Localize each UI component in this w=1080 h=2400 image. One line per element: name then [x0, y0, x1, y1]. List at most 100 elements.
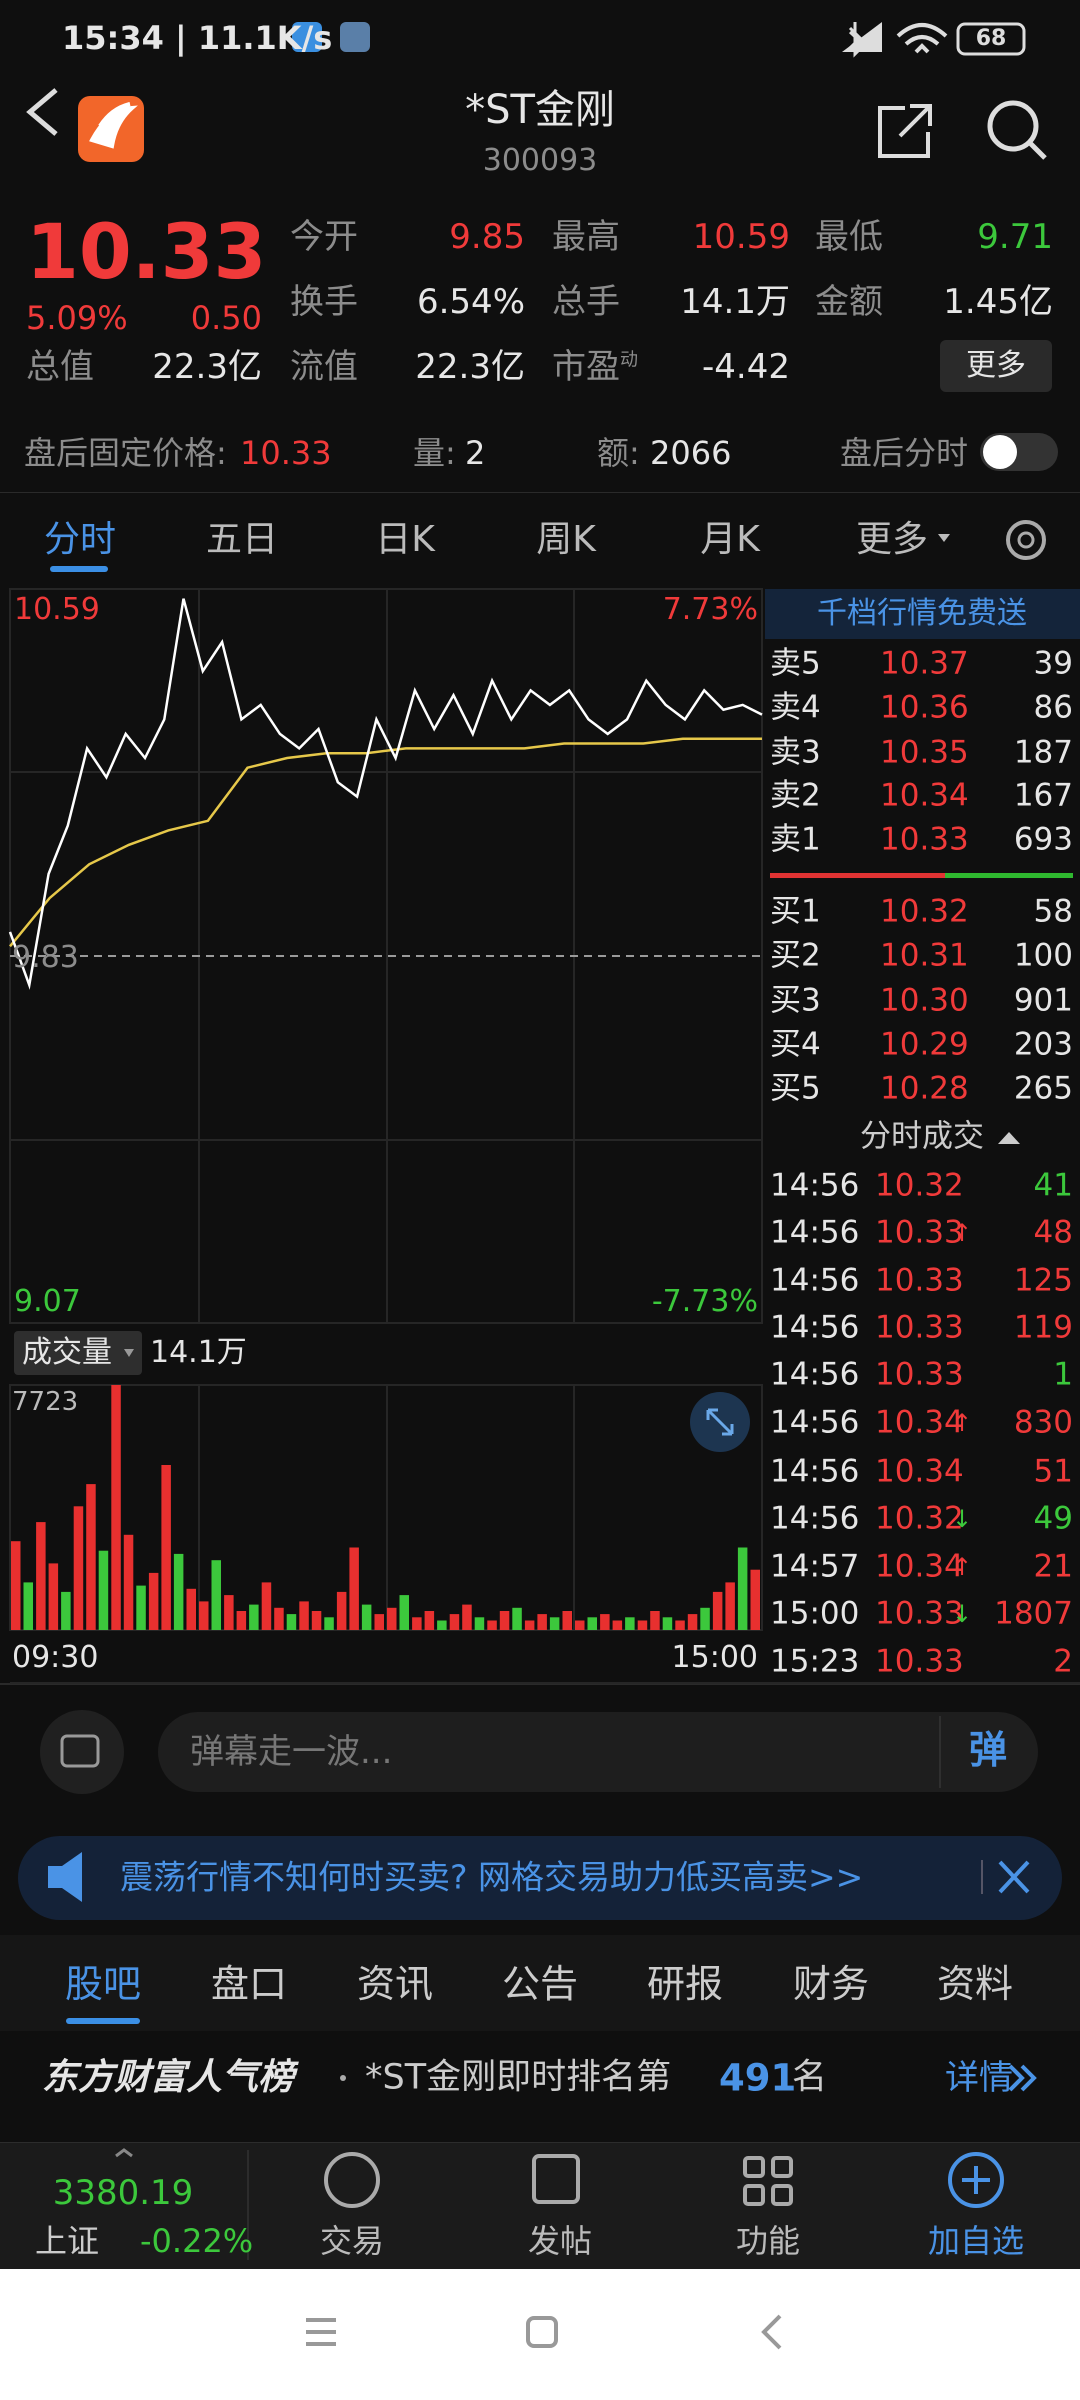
after-hours-chart[interactable]: 盘后分时 [840, 434, 969, 472]
book-label: 卖5 [770, 645, 821, 682]
banner-text[interactable]: 震荡行情不知何时买卖? 网格交易助力低买高卖>> [120, 1857, 864, 1897]
trade-vol: 48 [1033, 1214, 1073, 1251]
field-value: -4.42 [702, 347, 790, 387]
trade-time: 14:56 [770, 1214, 860, 1251]
trade-icon[interactable] [324, 2152, 380, 2208]
trade-price: 10.33 [875, 1214, 964, 1251]
book-label: 卖1 [770, 821, 821, 858]
field-value: 9.71 [977, 217, 1053, 257]
volume-bar [637, 1620, 648, 1630]
volume-bar [11, 1541, 21, 1630]
close-banner[interactable] [998, 1860, 1030, 1894]
volume-bar [261, 1582, 272, 1630]
book-vol: 901 [1013, 982, 1073, 1019]
post-icon[interactable] [532, 2154, 580, 2204]
chart-tab[interactable]: 分时 [43, 519, 117, 560]
info-tab[interactable]: 股吧 [64, 1962, 142, 2006]
volume-bar [111, 1385, 121, 1630]
wifi-icon [896, 23, 948, 54]
ranking-brand: 东方财富人气榜 [42, 2057, 295, 2098]
nav-item[interactable]: 功能 [735, 2222, 801, 2260]
axis-label-mid: 9.83 [12, 940, 79, 975]
status-icon [292, 22, 322, 52]
comment-settings-button[interactable] [40, 1710, 124, 1794]
megaphone-icon [48, 1852, 82, 1902]
back-button[interactable] [26, 88, 58, 136]
settings-button[interactable] [1006, 520, 1046, 560]
volume-bar [98, 1550, 109, 1630]
volume-bar [336, 1591, 347, 1630]
book-vol: 100 [1013, 937, 1073, 974]
book-label: 买3 [770, 982, 821, 1019]
volume-bar [474, 1617, 485, 1630]
danmaku-button[interactable]: 弹 [968, 1728, 1008, 1772]
volume-bar [537, 1614, 547, 1630]
trade-vol: 41 [1033, 1167, 1073, 1204]
logo-mark [89, 102, 138, 149]
info-tab[interactable]: 资料 [936, 1962, 1014, 2006]
separator-dot [340, 2075, 346, 2081]
book-vol: 39 [1033, 645, 1073, 682]
nav-item[interactable]: 加自选 [927, 2222, 1025, 2260]
more-button[interactable]: 更多 [966, 348, 1026, 383]
order-book-title[interactable]: 千档行情免费送 [817, 596, 1027, 631]
comment-input[interactable] [158, 1712, 1038, 1792]
system-nav-icons[interactable] [306, 2314, 782, 2350]
volume-bar [236, 1611, 247, 1630]
trade-direction: ↑ [952, 1219, 973, 1247]
promo-banner[interactable] [18, 1836, 1062, 1920]
chart-tab[interactable]: 周K [536, 519, 596, 560]
trade-price: 10.33 [875, 1356, 964, 1393]
trade-price: 10.34 [875, 1404, 964, 1441]
comment-placeholder[interactable]: 弹幕走一波... [190, 1732, 393, 1772]
function-icon[interactable] [743, 2156, 793, 2206]
volume-bar [387, 1607, 397, 1630]
info-tab[interactable]: 研报 [646, 1962, 724, 2006]
change-amount: 0.50 [190, 299, 262, 337]
info-tab[interactable]: 财务 [792, 1962, 870, 2006]
volume-bar [562, 1611, 572, 1630]
volume-bar [148, 1572, 159, 1630]
field-label-sup: 动 [620, 349, 638, 371]
field-value: 22.3亿 [152, 347, 262, 387]
nav-item[interactable]: 发帖 [527, 2222, 593, 2260]
info-tab-bar [0, 1935, 1080, 2031]
ranking-detail[interactable]: 详情 [945, 2058, 1013, 2098]
chart-tab[interactable]: 更多 [855, 519, 929, 560]
book-price: 10.30 [880, 982, 969, 1019]
field-label: 市盈动 [552, 347, 638, 387]
trade-vol: 2 [1053, 1643, 1073, 1680]
add-watch-icon[interactable] [948, 2152, 1004, 2208]
volume-selector[interactable] [14, 1331, 142, 1375]
chart-tab[interactable]: 月K [700, 519, 760, 560]
volume-bar [462, 1604, 472, 1630]
share-button[interactable] [878, 104, 932, 158]
trades-arrow [998, 1132, 1020, 1144]
book-vol: 187 [1013, 734, 1073, 771]
book-price: 10.29 [880, 1026, 969, 1063]
sell-bar [770, 873, 945, 878]
field-value: 14.1万 [680, 282, 790, 322]
chart-tab[interactable]: 日K [375, 519, 435, 560]
volume-bar [700, 1607, 710, 1630]
volume-bar [750, 1569, 760, 1630]
book-vol: 58 [1033, 893, 1073, 930]
volume-bar [86, 1484, 96, 1630]
volume-bar [173, 1553, 184, 1630]
volume-dropdown [124, 1349, 134, 1357]
nav-item[interactable]: 交易 [319, 2222, 385, 2260]
info-tab[interactable]: 资讯 [356, 1962, 434, 2006]
volume-bar [575, 1620, 585, 1630]
info-tab[interactable]: 盘口 [210, 1962, 288, 2006]
info-tab[interactable]: 公告 [501, 1962, 579, 2006]
axis-label-low: 9.07 [14, 1284, 81, 1319]
book-label: 买2 [770, 937, 821, 974]
volume-bar [61, 1591, 71, 1630]
field-label: 换手 [290, 282, 358, 322]
more-button-bg[interactable] [940, 340, 1052, 392]
search-button[interactable] [987, 100, 1047, 160]
field-value: 10.59 [692, 217, 790, 257]
chart-tab[interactable]: 五日 [205, 519, 279, 560]
volume-bar [48, 1563, 59, 1630]
